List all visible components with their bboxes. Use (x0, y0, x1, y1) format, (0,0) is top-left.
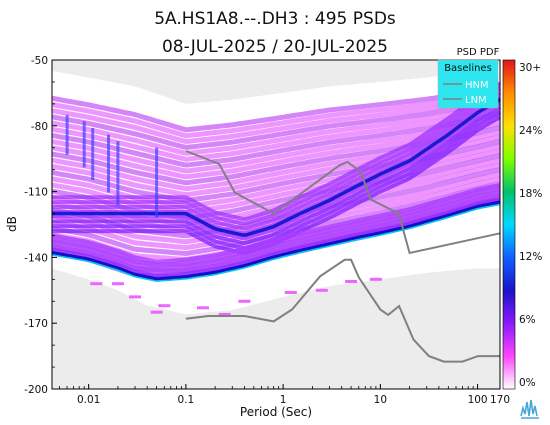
legend-title: Baselines (444, 63, 492, 74)
y-tick-label: -110 (24, 187, 48, 199)
x-axis: 0.01 0.1 1 10 100 170 (58, 384, 510, 406)
y-tick-label: -140 (24, 252, 48, 264)
y-tick-label: -50 (31, 55, 48, 67)
series-line-hnm (185, 150, 501, 255)
pdf-trace (51, 183, 501, 264)
y-tick-label: -200 (24, 384, 48, 396)
y-tick-label: -80 (31, 121, 48, 133)
pdf-ridge-mode (51, 200, 501, 282)
y-axis: -50 -80 -110 -140 -170 -200 (24, 55, 57, 396)
pdf-speckle (155, 147, 159, 218)
pdf-outlier (158, 304, 171, 308)
chart-title: 5A.HS1A8.--.DH3 : 495 PSDs (154, 9, 396, 29)
pdf-trace (51, 92, 501, 145)
pdf-trace (52, 81, 502, 221)
y-tick-label: -170 (24, 318, 48, 330)
legend-entry-hnm: HNM (465, 80, 489, 91)
pdf-outlier (129, 295, 141, 299)
logo-icon (519, 396, 541, 420)
colorbar-tick-label: 6% (519, 314, 536, 326)
pdf-trace (51, 110, 501, 168)
x-tick-label: 170 (490, 394, 510, 406)
pdf-outlier (90, 282, 103, 286)
pdf-speckle (65, 114, 69, 155)
pdf-ridge-peak (51, 203, 501, 282)
pdf-outlier (111, 282, 124, 286)
pdf-outlier (197, 306, 209, 310)
pdf-density-layer (51, 64, 502, 316)
colorbar-title: PSD PDF (457, 47, 500, 58)
pdf-trace (52, 86, 502, 226)
pdf-outlier (284, 291, 297, 294)
x-tick-label: 0.1 (178, 394, 195, 406)
pdf-outlier (345, 280, 358, 283)
legend: Baselines HNM LNM (437, 59, 499, 109)
pdf-speckle (107, 134, 110, 193)
series-line-lnm (185, 258, 500, 363)
colorbar-tick-label: 12% (519, 251, 542, 263)
pdf-speckle (82, 121, 86, 168)
colorbar-labels: 30+ 24% 18% 12% 6% 0% (519, 62, 542, 389)
x-tick-label: 10 (374, 394, 387, 406)
pdf-outlier (150, 310, 163, 314)
pdf-trace (51, 82, 501, 133)
legend-box (437, 59, 499, 109)
pdf-trace (51, 197, 501, 278)
pdf-outlier (315, 288, 328, 292)
pdf-outlier (238, 299, 251, 303)
pdf-speckle (91, 128, 95, 180)
pdf-trace (51, 101, 501, 156)
chart-subtitle: 08-JUL-2025 / 20-JUL-2025 (162, 37, 388, 57)
pdf-trace (51, 186, 501, 268)
pdf-trace (51, 193, 501, 275)
pdf-outlier (369, 277, 382, 281)
pdf-trace (52, 91, 502, 231)
pdf-trace (51, 96, 501, 151)
pdf-speckle (116, 141, 120, 206)
legend-entry-lnm: LNM (465, 95, 487, 106)
x-tick-label: 100 (468, 394, 488, 406)
x-tick-label: 1 (280, 394, 287, 406)
y-axis-label: dB (5, 216, 19, 232)
colorbar-tick-label: 24% (519, 125, 542, 137)
colorbar-tick-label: 0% (519, 377, 536, 389)
pdf-trace (51, 87, 501, 139)
x-tick-label: 0.01 (77, 394, 100, 406)
pdf-trace (51, 190, 501, 271)
plot-frame (51, 59, 501, 390)
x-axis-label: Period (Sec) (240, 405, 312, 419)
colorbar-tick-label: 30+ (519, 62, 541, 74)
colorbar (502, 59, 516, 390)
pdf-trace (52, 105, 502, 245)
pdf-trace (52, 100, 501, 241)
pdf-outlier (218, 312, 231, 316)
colorbar-tick-label: 18% (519, 188, 542, 200)
baseline-layer (185, 150, 501, 363)
pdf-ridge-upper (52, 97, 501, 237)
pdf-trace (51, 106, 501, 162)
